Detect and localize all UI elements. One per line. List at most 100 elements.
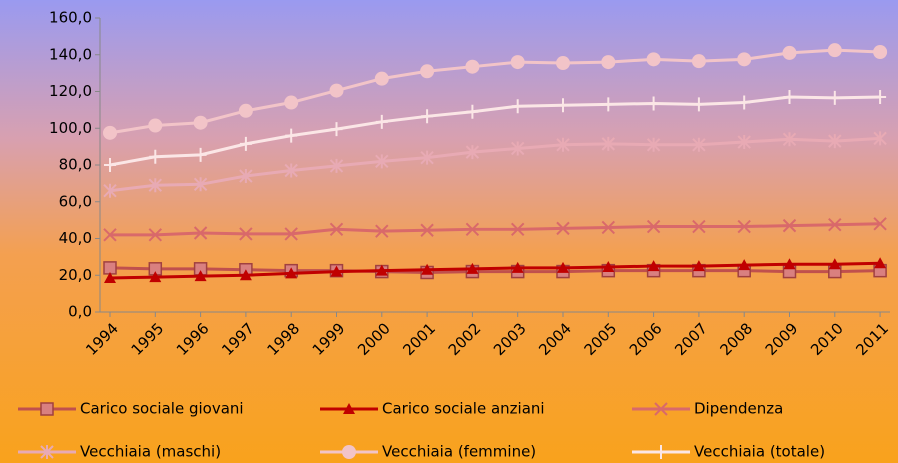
marker-shape (873, 44, 888, 59)
marker-shape (239, 136, 252, 151)
marker (737, 52, 752, 67)
marker (239, 136, 252, 151)
marker-shape (375, 224, 389, 238)
marker-shape (874, 90, 887, 105)
marker (601, 220, 616, 235)
marker-shape (691, 54, 706, 69)
y-tick-label: 20,0 (59, 266, 92, 284)
marker-shape (828, 218, 842, 232)
marker (239, 227, 253, 241)
marker (238, 103, 253, 118)
y-tick-label: 60,0 (59, 192, 92, 210)
marker-shape (646, 137, 661, 152)
marker-shape (655, 445, 667, 459)
marker (329, 158, 344, 173)
marker (782, 45, 797, 60)
marker (783, 258, 796, 270)
marker (556, 221, 570, 236)
marker (420, 64, 435, 79)
marker (375, 224, 389, 238)
marker (284, 227, 298, 241)
marker (104, 158, 116, 172)
marker-shape (557, 98, 569, 113)
marker-shape (783, 90, 796, 105)
marker (737, 219, 751, 234)
marker-shape (737, 135, 751, 150)
marker (828, 90, 841, 105)
marker (738, 259, 751, 271)
marker (103, 228, 117, 242)
marker-shape (874, 257, 887, 269)
marker (104, 272, 116, 284)
marker (375, 264, 388, 276)
marker (511, 99, 524, 114)
marker (466, 262, 479, 274)
marker-shape (420, 150, 434, 165)
marker-shape (692, 97, 705, 112)
marker (692, 219, 706, 234)
marker-shape (284, 227, 298, 241)
marker-shape (149, 149, 162, 164)
y-tick-label: 80,0 (59, 156, 92, 174)
marker (602, 97, 615, 112)
marker (375, 114, 388, 129)
marker-shape (738, 95, 751, 110)
marker (737, 135, 751, 150)
y-tick-label: 100,0 (49, 119, 92, 137)
marker (420, 150, 434, 165)
marker-shape (647, 96, 660, 111)
marker-shape (647, 260, 660, 272)
marker (602, 260, 615, 272)
marker (647, 260, 660, 272)
marker-shape (239, 269, 252, 281)
marker-shape (511, 261, 524, 273)
marker-shape (284, 95, 299, 110)
series-line (110, 222, 881, 237)
marker-shape (103, 125, 117, 140)
legend-entry: Carico sociale anziani (320, 400, 545, 418)
marker (239, 169, 253, 184)
marker (103, 125, 117, 140)
marker-shape (104, 272, 116, 284)
marker-shape (375, 264, 388, 276)
marker (342, 445, 356, 459)
marker (149, 271, 162, 283)
marker-shape (782, 132, 797, 147)
legend-label: Vecchiaia (femmine) (382, 443, 536, 461)
marker (510, 55, 525, 70)
marker (646, 52, 661, 67)
marker (873, 44, 888, 59)
marker (874, 90, 887, 105)
marker-shape (329, 83, 344, 98)
marker (420, 223, 434, 237)
marker-shape (783, 258, 796, 270)
marker (601, 136, 616, 151)
marker (329, 222, 344, 237)
legend-entry: Vecchiaia (femmine) (320, 443, 536, 461)
legend-label: Carico sociale giovani (80, 400, 244, 418)
marker (284, 95, 299, 110)
marker-shape (511, 99, 524, 114)
marker (329, 83, 344, 98)
marker-shape (828, 134, 842, 149)
legend-entry: Vecchiaia (totale) (632, 443, 825, 461)
marker-shape (646, 219, 661, 234)
y-tick-label: 120,0 (49, 82, 92, 100)
marker-shape (149, 271, 162, 283)
marker (738, 95, 751, 110)
marker (783, 90, 796, 105)
marker-shape (737, 219, 751, 234)
marker (646, 219, 661, 234)
marker-shape (692, 260, 705, 272)
marker (193, 226, 208, 240)
marker-shape (646, 52, 661, 67)
marker (148, 178, 163, 193)
series-line (109, 261, 881, 280)
marker-shape (375, 114, 388, 129)
marker-shape (421, 263, 434, 275)
marker-shape (557, 261, 569, 273)
marker-shape (148, 178, 163, 193)
marker (343, 403, 355, 414)
marker (330, 265, 343, 277)
